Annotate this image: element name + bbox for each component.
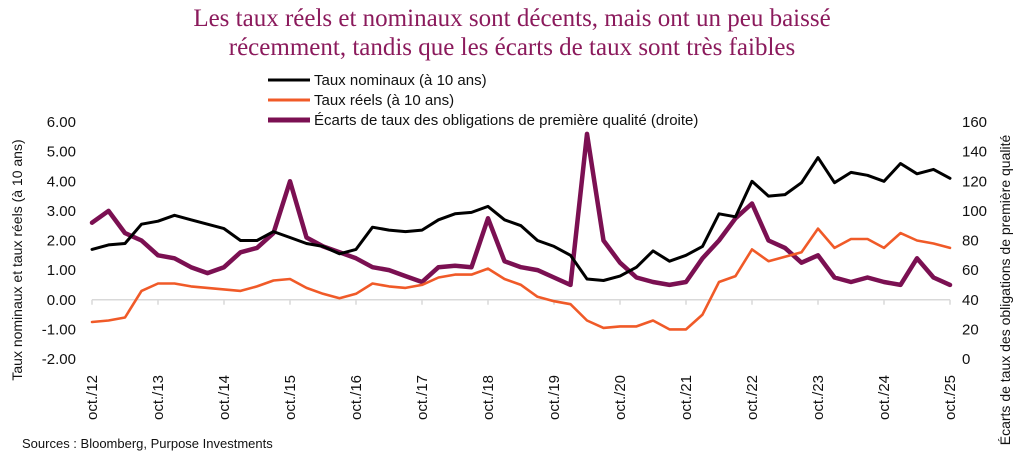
y2-tick-label: 140 (962, 144, 987, 161)
y2-tick-label: 40 (962, 292, 979, 309)
x-tick-label: oct./14 (216, 375, 233, 420)
chart-title-line-2: récemment, tandis que les écarts de taux… (228, 34, 796, 61)
x-tick-label: oct./19 (546, 375, 563, 420)
chart-title: Les taux réels et nominaux sont décents,… (0, 4, 1024, 62)
chart-legend: Taux nominaux (à 10 ans) Taux réels (à 1… (268, 70, 698, 130)
y-tick-label: 5.00 (47, 144, 76, 161)
sources-note: Sources : Bloomberg, Purpose Investments (22, 436, 273, 451)
series-layer (89, 131, 953, 331)
y-axis-right: 160 140 120 100 80 60 40 20 0 (962, 114, 987, 368)
y2-tick-label: 80 (962, 233, 979, 250)
legend-item-nominal: Taux nominaux (à 10 ans) (268, 70, 698, 90)
y-tick-label: 2.00 (47, 233, 76, 250)
x-tick-label: oct./13 (150, 375, 167, 420)
y-tick-label: 0.00 (47, 292, 76, 309)
y-axis-right-title: Écarts de taux des obligations de premiè… (997, 135, 1013, 446)
series-line-real (90, 227, 952, 331)
x-tick-label: oct./23 (810, 375, 827, 420)
x-tick-label: oct./22 (744, 375, 761, 420)
y-tick-label: -2.00 (42, 351, 76, 368)
legend-item-spread: Écarts de taux des obligations de premiè… (268, 110, 698, 130)
y2-tick-label: 120 (962, 173, 987, 190)
legend-item-real: Taux réels (à 10 ans) (268, 90, 698, 110)
legend-swatch-spread (268, 117, 310, 123)
x-tick-label: oct./24 (876, 375, 893, 420)
x-tick-label: oct./21 (678, 375, 695, 420)
x-tick-label: oct./12 (84, 375, 101, 420)
y-tick-label: 4.00 (47, 173, 76, 190)
legend-swatch-nominal (268, 78, 310, 82)
x-tick-label: oct./20 (612, 375, 629, 420)
y-axis-left-title: Taux nominaux et taux réels (à 10 ans) (9, 139, 25, 380)
x-tick-label: oct./15 (282, 375, 299, 420)
x-tick-label: oct./18 (480, 375, 497, 420)
legend-label-nominal: Taux nominaux (à 10 ans) (314, 71, 487, 89)
series-line-spread (89, 131, 953, 288)
legend-swatch-real (268, 98, 310, 102)
y2-tick-label: 60 (962, 262, 979, 279)
y2-tick-label: 0 (962, 351, 970, 368)
x-axis: oct./12 oct./13 oct./14 oct./15 oct./16 oct./… (84, 299, 959, 420)
y-tick-label: 1.00 (47, 262, 76, 279)
x-tick-label: oct./16 (348, 375, 365, 420)
y-axis-left: 6.00 5.00 4.00 3.00 2.00 1.00 0.00 -1.00 -2.00 (42, 114, 76, 368)
chart-title-line-1: Les taux réels et nominaux sont décents,… (193, 5, 831, 32)
y-tick-label: -1.00 (42, 321, 76, 338)
x-tick-label: oct./17 (414, 375, 431, 420)
y-tick-label: 6.00 (47, 114, 76, 131)
y2-tick-label: 100 (962, 203, 987, 220)
x-tick-label: oct./25 (942, 375, 959, 420)
y2-tick-label: 20 (962, 321, 979, 338)
y2-tick-label: 160 (962, 114, 987, 131)
legend-label-spread: Écarts de taux des obligations de premiè… (314, 111, 699, 129)
y-tick-label: 3.00 (47, 203, 76, 220)
legend-label-real: Taux réels (à 10 ans) (314, 91, 455, 109)
